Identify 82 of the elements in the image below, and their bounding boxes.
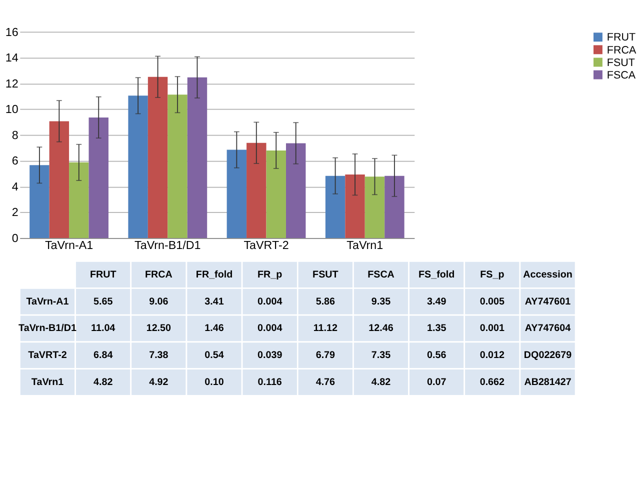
y-tick-label: 14 [5,52,19,65]
bar [69,162,89,238]
text: 0.56 [426,350,446,362]
legend-label: FRUT [606,32,636,44]
bar [30,165,50,238]
y-tick-label: 12 [5,77,18,90]
text: 3.49 [426,296,446,308]
y-tick-label: 2 [12,206,18,220]
bar [187,77,208,238]
text: 1.35 [426,323,446,334]
bar [384,176,404,238]
text: 7.38 [149,350,168,362]
category-label: FR_p [258,269,282,280]
text: 1.46 [204,323,224,334]
text: AB281427 [524,376,572,388]
x-tick-label: TaVRT-2 [244,239,289,252]
text: 5.65 [93,296,113,308]
bar [88,117,108,238]
category-label: FR_fold [196,269,233,280]
bar [128,96,148,238]
category-label: Accession [523,269,572,280]
text: 0.004 [258,323,282,334]
category-label: TaVrn-A1 [26,296,69,308]
text: 3.41 [204,296,224,308]
text: 11.04 [91,323,116,334]
x-tick-label: TaVrn-B1/D1 [134,239,201,252]
text: 0.54 [204,350,224,362]
bar [226,150,247,238]
bar [364,176,385,238]
text: 0.116 [258,376,282,388]
bar [345,174,365,238]
x-tick-label: TaVrn1 [346,239,384,252]
text: AY747604 [524,323,571,334]
text: 0.001 [480,323,505,334]
text: 6.79 [316,350,336,362]
text: DQ022679 [524,350,572,362]
text: AY747601 [524,296,571,308]
category-label: FS_fold [418,269,455,280]
text: 12.46 [368,323,394,334]
x-tick-label: TaVrn-A1 [44,239,94,252]
legend-label: FSCA [606,69,636,82]
text: 9.06 [149,296,168,308]
y-tick-label: 10 [5,103,19,116]
bar [286,143,306,238]
text: 5.86 [316,296,336,308]
bar [266,150,286,238]
category-label: FRUT [90,269,116,280]
text: 0.10 [204,376,224,388]
category-label: TaVrn1 [31,376,64,388]
category-label: FSCA [368,269,394,280]
category-label: FSUT [312,269,338,280]
text: 11.12 [313,323,338,334]
text: 0.07 [426,376,446,388]
text: 0.012 [480,350,505,362]
text: 4.92 [149,376,168,388]
y-tick-label: 16 [5,26,18,39]
category-label: TaVrn-B1/D1 [18,323,76,334]
bar [148,76,168,238]
y-tick-label: 6 [12,154,18,168]
text: 9.35 [371,296,391,308]
text: 0.005 [480,296,505,308]
text: 0.662 [480,376,505,388]
text: 0.039 [258,350,282,362]
bar [49,121,70,238]
category-label: FS_p [480,269,504,280]
text: 7.35 [371,350,391,362]
category-label: TaVRT-2 [28,350,67,362]
legend-label: FSUT [606,56,636,69]
bar [168,94,188,238]
text: 4.82 [371,376,391,388]
y-tick-label: 0 [12,232,19,245]
bar [246,142,266,238]
text: 4.76 [316,376,336,388]
text: 6.84 [93,350,113,362]
text: 0.004 [258,296,282,308]
legend-label: FRCA [606,44,638,56]
category-label: FRCA [144,269,172,280]
y-tick-label: 4 [12,180,19,194]
y-tick-label: 8 [12,128,18,142]
text: 4.82 [93,376,113,388]
bar [325,176,346,238]
text: 12.50 [146,323,172,334]
